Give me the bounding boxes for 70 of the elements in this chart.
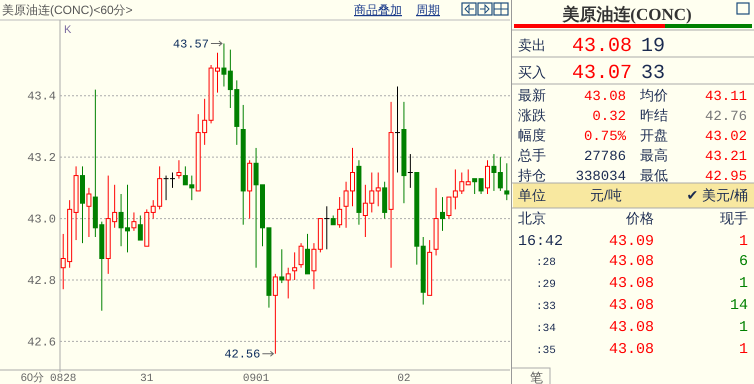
- x-tick-label: 31: [140, 373, 154, 384]
- text: 价格: [625, 210, 654, 226]
- x-axis-title: 60分: [20, 372, 44, 384]
- text: 1: [738, 319, 748, 336]
- text: 43.08: [608, 319, 654, 336]
- text: 1: [738, 341, 748, 358]
- x-tick-label: 0828: [50, 373, 76, 384]
- text: 最低: [640, 167, 668, 183]
- text: 涨跌: [518, 107, 546, 123]
- text: 27786: [584, 149, 626, 165]
- y-tick-label: 42.6: [27, 335, 56, 350]
- text: 42.95: [704, 169, 747, 185]
- text: 总手: [517, 147, 546, 163]
- text: 买入: [518, 64, 546, 80]
- text: 6: [738, 253, 748, 270]
- text: 最高: [640, 147, 668, 163]
- text: 43.09: [608, 233, 654, 250]
- x-tick-label: 02: [397, 373, 411, 384]
- text: 33: [641, 62, 666, 85]
- y-tick-label: 43.2: [27, 151, 56, 166]
- text: 昨结: [640, 107, 668, 123]
- annotation: 43.57: [172, 38, 209, 52]
- annotation: 42.56: [224, 348, 274, 362]
- annotation: 42.56: [224, 348, 260, 362]
- text: 16:42: [518, 233, 564, 250]
- text: 元/吨: [590, 187, 622, 203]
- text: 美原油连(CONC): [561, 5, 692, 24]
- title: 美原油连(CONC)<60分>: [2, 3, 133, 17]
- text: 现手: [720, 210, 748, 226]
- text: 43.08: [608, 253, 654, 270]
- text: 笔: [530, 370, 543, 384]
- text: 14: [730, 297, 748, 314]
- text: 43.08: [608, 341, 654, 358]
- text: 均价: [639, 87, 668, 103]
- text: 43.07: [572, 62, 632, 85]
- text: :35: [536, 345, 556, 357]
- text: 单位: [518, 187, 546, 203]
- text: 开盘: [640, 127, 668, 143]
- text: 持仓: [518, 167, 546, 183]
- y-tick-label: 43.0: [27, 212, 56, 227]
- text: 338034: [576, 169, 626, 185]
- text: 19: [641, 35, 666, 58]
- text: 43.08: [572, 35, 632, 58]
- text: 0.75%: [584, 129, 627, 145]
- text: :28: [536, 257, 556, 269]
- annotation: 43.57: [172, 38, 223, 52]
- y-tick-label: 43.4: [27, 90, 56, 104]
- text: 商品叠加: [354, 3, 402, 17]
- text: 北京: [518, 210, 546, 226]
- text: 43.08: [608, 297, 654, 314]
- text: 43.21: [704, 149, 747, 165]
- x-tick-label: 0901: [242, 373, 270, 384]
- text: 0.32: [592, 109, 626, 125]
- text: :34: [536, 323, 556, 335]
- text: :29: [536, 279, 556, 291]
- text: 周期: [416, 3, 440, 17]
- text: 1: [738, 233, 748, 250]
- text: 43.02: [704, 129, 747, 145]
- text: 1: [738, 275, 748, 292]
- text: ✔ 美元/桶: [686, 187, 748, 203]
- text: :33: [536, 301, 556, 313]
- text: 43.08: [584, 89, 626, 105]
- text: 43.08: [608, 275, 654, 292]
- text: 最新: [518, 87, 546, 103]
- text: 43.11: [704, 89, 747, 105]
- text: 卖出: [518, 37, 546, 53]
- y-tick-label: 42.8: [27, 274, 56, 288]
- annotation: K: [64, 24, 72, 36]
- text: 幅度: [518, 127, 546, 143]
- text: 42.76: [704, 109, 747, 125]
